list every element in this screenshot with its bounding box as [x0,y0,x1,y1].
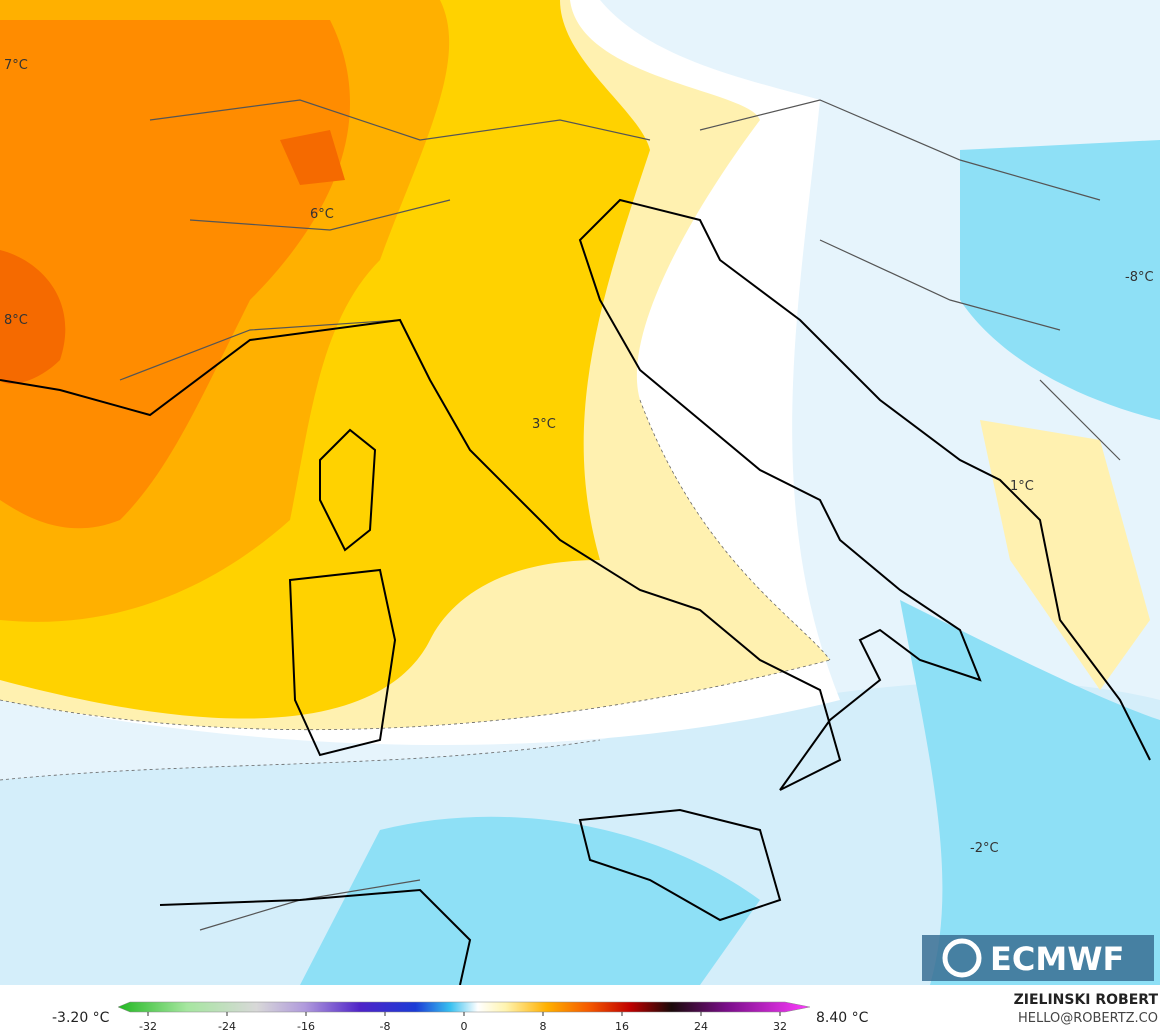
credit-author: ZIELINSKI ROBERT [1014,992,1159,1008]
colorbar-tick-label: 24 [694,1020,708,1033]
hottest-zone [0,130,345,384]
colorbar-tick-label: -16 [297,1020,315,1033]
hot-zone [0,20,351,529]
logo-text: ECMWF [990,940,1124,978]
credit-contact: HELLO@ROBERTZ.CO [1018,1011,1158,1026]
map-label: 3°C [532,417,556,432]
map-label: 7°C [4,58,28,73]
map-label: 1°C [1010,479,1034,494]
colorbar-ticks: -32 -24 -16 -8 0 8 16 24 32 [139,1012,787,1033]
map-label: -2°C [970,841,999,856]
colorbar-tick-label: -32 [139,1020,157,1033]
colorbar-tick-label: -8 [380,1020,391,1033]
legend-max: 8.40 °C [816,1010,869,1026]
colorbar-tick-label: -24 [218,1020,236,1033]
map-label: 8°C [4,313,28,328]
colorbar-tick-label: 32 [773,1020,787,1033]
colorbar [117,1001,811,1013]
borders [119,99,1121,931]
colorbar-tick-label: 0 [461,1020,468,1033]
cold-zone [300,140,1160,985]
legend-min: -3.20 °C [52,1010,110,1026]
logo-icon [942,938,982,978]
map-label: -8°C [1125,270,1154,285]
map-label: 6°C [310,207,334,222]
colorbar-tick-label: 8 [540,1020,547,1033]
map: 7°C 6°C 8°C 3°C 1°C -8°C -2°C ECMWF [0,0,1160,986]
logo-box: ECMWF [922,935,1154,981]
coastline [0,198,1151,986]
colorbar-tick-label: 16 [615,1020,629,1033]
isotherm [0,399,831,781]
